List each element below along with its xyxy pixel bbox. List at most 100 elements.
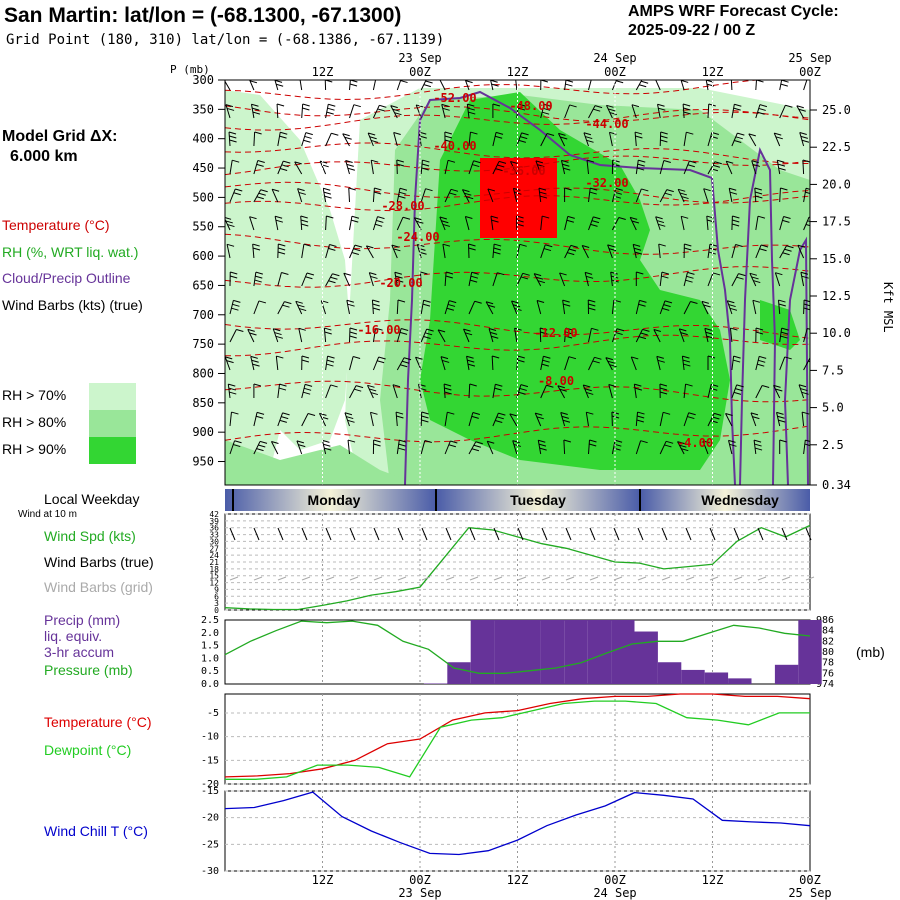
bottom-date-label: 24 Sep bbox=[593, 886, 636, 900]
temperature-legend: Temperature (°C) bbox=[2, 217, 110, 233]
wind-barb bbox=[466, 103, 476, 119]
model-grid-label: Model Grid ΔX: bbox=[2, 128, 118, 145]
wind-barb bbox=[365, 245, 374, 259]
wind-barb bbox=[779, 356, 792, 371]
wind-barbs-legend: Wind Barbs (kts) (true) bbox=[2, 297, 143, 313]
wind-barb bbox=[658, 243, 666, 259]
wind-barb bbox=[799, 132, 810, 147]
wind-barb bbox=[392, 384, 401, 399]
wind-barb bbox=[586, 159, 595, 175]
surface-wind-barb bbox=[493, 527, 500, 541]
wind-barb bbox=[725, 413, 733, 427]
wind-barb bbox=[607, 244, 617, 259]
wind-barb bbox=[755, 215, 766, 231]
windchill-legend: Wind Chill T (°C) bbox=[44, 823, 148, 839]
wind-barb bbox=[611, 80, 624, 91]
wind-barb bbox=[779, 245, 794, 259]
temperature-label: -28.00 bbox=[381, 199, 424, 213]
grid-wind-barb bbox=[805, 576, 815, 581]
wind-barb bbox=[277, 131, 288, 147]
wind-barb bbox=[728, 439, 737, 455]
grid-wind-barb bbox=[517, 576, 527, 581]
wind-barb bbox=[444, 188, 459, 203]
wind-barb bbox=[683, 243, 692, 259]
wind-barb bbox=[301, 413, 316, 427]
wind-barb bbox=[681, 355, 691, 371]
wind-barb bbox=[277, 383, 287, 399]
grid-wind-barb bbox=[493, 576, 503, 581]
wind-barb bbox=[325, 132, 339, 147]
surface-wind-barb bbox=[733, 527, 740, 541]
wind-barb bbox=[683, 271, 695, 287]
wind-barb bbox=[437, 329, 446, 343]
wind-barb bbox=[630, 356, 639, 371]
wind-barb bbox=[514, 327, 522, 343]
grid-wind-barb bbox=[325, 576, 335, 581]
grid-wind-barb bbox=[733, 576, 743, 581]
station-title: San Martin: lat/lon = (-68.1300, -67.130… bbox=[4, 4, 402, 27]
wind-barb bbox=[300, 215, 309, 231]
wind-barb bbox=[370, 411, 378, 427]
height-tick-label: 7.5 bbox=[822, 363, 844, 377]
wind-barb bbox=[677, 188, 689, 203]
wind-barb bbox=[440, 356, 450, 371]
wind-barb bbox=[779, 80, 789, 91]
wind-barb bbox=[751, 160, 761, 175]
precip-legend: Precip (mm) bbox=[44, 612, 121, 628]
bottom-time-label: 12Z bbox=[507, 873, 529, 887]
wind-barb bbox=[372, 356, 386, 371]
y-tick-label: 18 bbox=[209, 565, 219, 574]
wind-barb bbox=[372, 216, 385, 231]
wind-barb bbox=[277, 271, 289, 287]
wind-barb bbox=[492, 160, 507, 175]
y-tick-label: -15 bbox=[201, 755, 219, 766]
rh-shading bbox=[225, 88, 810, 485]
wind-barb bbox=[540, 215, 550, 231]
wind-barb bbox=[444, 440, 458, 455]
rh80-label: RH > 80% bbox=[2, 414, 67, 430]
local-weekday-label: Local Weekday bbox=[44, 491, 140, 507]
wind-barb bbox=[659, 271, 670, 287]
wind-barb bbox=[588, 187, 598, 203]
wind-barb bbox=[229, 329, 244, 343]
pressure-tick-label: 450 bbox=[192, 161, 214, 175]
y-tick-label: 984 bbox=[816, 626, 834, 637]
wind-barb bbox=[372, 80, 377, 91]
wind-barb bbox=[560, 159, 571, 175]
wind-barb bbox=[564, 187, 572, 202]
wind-barb bbox=[534, 412, 544, 427]
pressure-tick-label: 850 bbox=[192, 396, 214, 410]
wind-barb bbox=[274, 215, 284, 231]
wind-barb bbox=[683, 160, 697, 175]
bottom-date-label: 25 Sep bbox=[788, 886, 831, 900]
wind-barb bbox=[229, 159, 240, 175]
pressure-tick-label: 700 bbox=[192, 308, 214, 322]
pressure-tick-label: 950 bbox=[192, 455, 214, 469]
wind-barb bbox=[277, 412, 290, 427]
pressure-tick-label: 650 bbox=[192, 278, 214, 292]
wind-barb bbox=[659, 189, 674, 203]
height-tick-label: 0.34 bbox=[822, 478, 851, 492]
wind-barb bbox=[540, 103, 552, 119]
wind-barb bbox=[441, 103, 450, 119]
wind-barb bbox=[748, 133, 757, 147]
wind-barb bbox=[492, 383, 503, 399]
temperature-contour bbox=[225, 334, 810, 357]
y-tick-label: 3 bbox=[214, 599, 219, 608]
wind-barb bbox=[277, 243, 286, 259]
weekday-strip: Monday Tuesday Wednesday bbox=[225, 489, 810, 511]
precip-bar bbox=[517, 620, 541, 684]
y-tick-label: 27 bbox=[209, 544, 219, 553]
wind-barb bbox=[444, 300, 457, 315]
wind-barb bbox=[540, 355, 551, 371]
wind-barb bbox=[583, 132, 594, 147]
wind-barb bbox=[253, 189, 268, 203]
wind-barb bbox=[271, 188, 280, 203]
wind-barb bbox=[564, 327, 573, 343]
bottom-date-label: 23 Sep bbox=[398, 886, 441, 900]
grid-wind-barb bbox=[541, 576, 551, 581]
grid-point-text: Grid Point (180, 310) lat/lon = (-68.138… bbox=[6, 32, 445, 48]
